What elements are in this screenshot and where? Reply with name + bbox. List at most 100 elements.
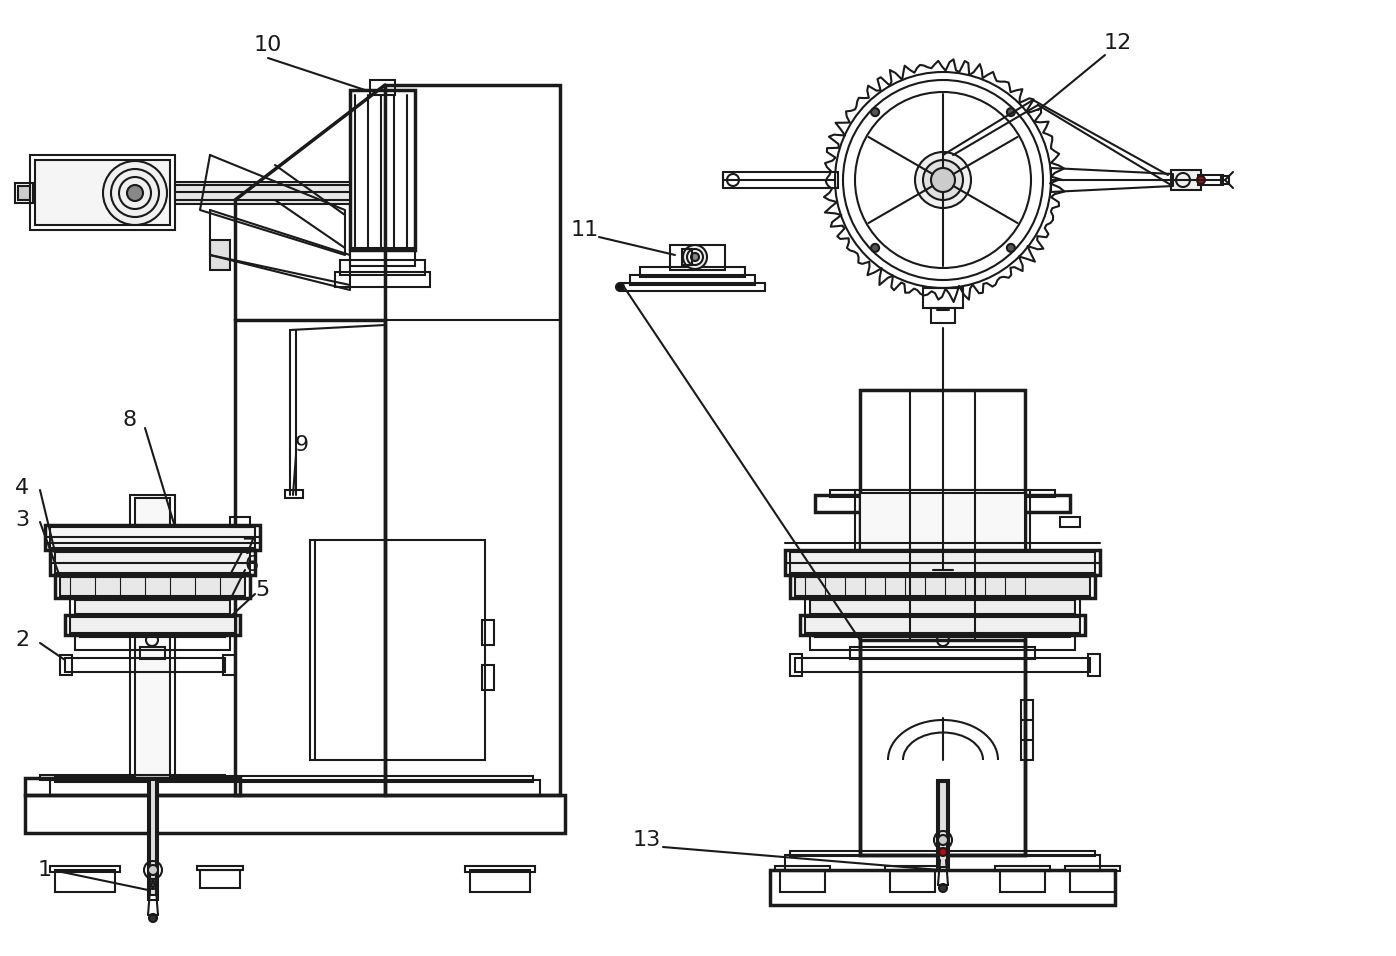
Text: 11: 11 (571, 220, 599, 240)
Bar (785, 855, 1100, 871)
Bar (860, 640, 1025, 855)
Bar (1198, 175, 1223, 185)
Bar (370, 80, 395, 95)
Bar (50, 866, 120, 872)
Bar (794, 577, 1090, 596)
Bar (50, 550, 255, 575)
Bar (18, 186, 29, 200)
Bar (794, 658, 1090, 672)
Bar (350, 90, 415, 250)
Bar (29, 155, 174, 230)
Bar (810, 600, 1075, 614)
Bar (223, 655, 235, 675)
Bar (683, 249, 692, 265)
Bar (780, 870, 825, 892)
Bar (785, 550, 1100, 575)
Circle shape (871, 108, 879, 116)
Bar (805, 617, 1081, 633)
Bar (25, 795, 565, 833)
Bar (310, 540, 484, 760)
Bar (235, 320, 385, 795)
Circle shape (940, 884, 946, 892)
Bar (54, 575, 250, 598)
Bar (790, 851, 1094, 856)
Bar (1020, 700, 1033, 760)
Bar (1171, 170, 1201, 190)
Bar (815, 495, 1069, 512)
Bar (723, 172, 838, 188)
Circle shape (103, 161, 168, 225)
Bar (200, 870, 240, 888)
Bar (285, 490, 303, 498)
Bar (70, 617, 235, 633)
Text: 10: 10 (254, 35, 282, 55)
Bar (174, 182, 350, 204)
Bar (860, 493, 1025, 633)
Bar (805, 598, 1081, 616)
Circle shape (616, 283, 624, 291)
Circle shape (127, 185, 142, 201)
Bar (937, 780, 949, 870)
Circle shape (148, 865, 158, 875)
Bar (40, 775, 225, 780)
Bar (15, 183, 34, 203)
Bar (885, 866, 940, 871)
Bar (50, 780, 540, 796)
Bar (341, 260, 424, 275)
Text: 6: 6 (244, 555, 260, 575)
Bar (54, 552, 250, 573)
Bar (1000, 870, 1046, 892)
Bar (45, 525, 260, 550)
Bar (25, 778, 240, 795)
Text: 9: 9 (295, 435, 309, 455)
Bar (35, 160, 170, 225)
Bar (350, 248, 415, 266)
Bar (140, 647, 165, 659)
Bar (620, 283, 765, 291)
Bar (860, 390, 1025, 855)
Bar (771, 870, 1115, 905)
Circle shape (149, 914, 156, 922)
Bar (639, 267, 745, 277)
Bar (66, 615, 240, 635)
Bar (1065, 866, 1120, 871)
Bar (60, 655, 73, 675)
Text: 1: 1 (38, 860, 52, 880)
Bar (385, 85, 560, 795)
Circle shape (923, 160, 963, 200)
Bar (891, 870, 935, 892)
Bar (815, 631, 1069, 637)
Bar (465, 866, 535, 872)
Text: 5: 5 (255, 580, 269, 600)
Bar (209, 240, 230, 270)
Circle shape (931, 168, 955, 192)
Bar (130, 495, 174, 780)
Text: 3: 3 (15, 510, 29, 530)
Bar (995, 866, 1050, 871)
Bar (670, 245, 725, 270)
Text: 13: 13 (632, 830, 662, 850)
Bar (931, 308, 955, 323)
Bar (482, 665, 494, 690)
Bar (850, 647, 1034, 659)
Circle shape (151, 883, 155, 887)
Circle shape (683, 245, 706, 269)
Bar (230, 517, 250, 527)
Circle shape (940, 848, 946, 856)
Bar (790, 654, 801, 676)
Bar (940, 782, 946, 867)
Text: 4: 4 (15, 478, 29, 498)
Bar (775, 866, 831, 871)
Bar (1087, 654, 1100, 676)
Bar (50, 527, 255, 548)
Bar (630, 275, 755, 285)
Bar (800, 615, 1085, 635)
Bar (54, 776, 533, 782)
Bar (1222, 176, 1228, 184)
Circle shape (691, 253, 699, 261)
Bar (470, 870, 530, 892)
Bar (197, 866, 243, 870)
Circle shape (914, 152, 972, 208)
Bar (60, 577, 246, 596)
Circle shape (938, 835, 948, 845)
